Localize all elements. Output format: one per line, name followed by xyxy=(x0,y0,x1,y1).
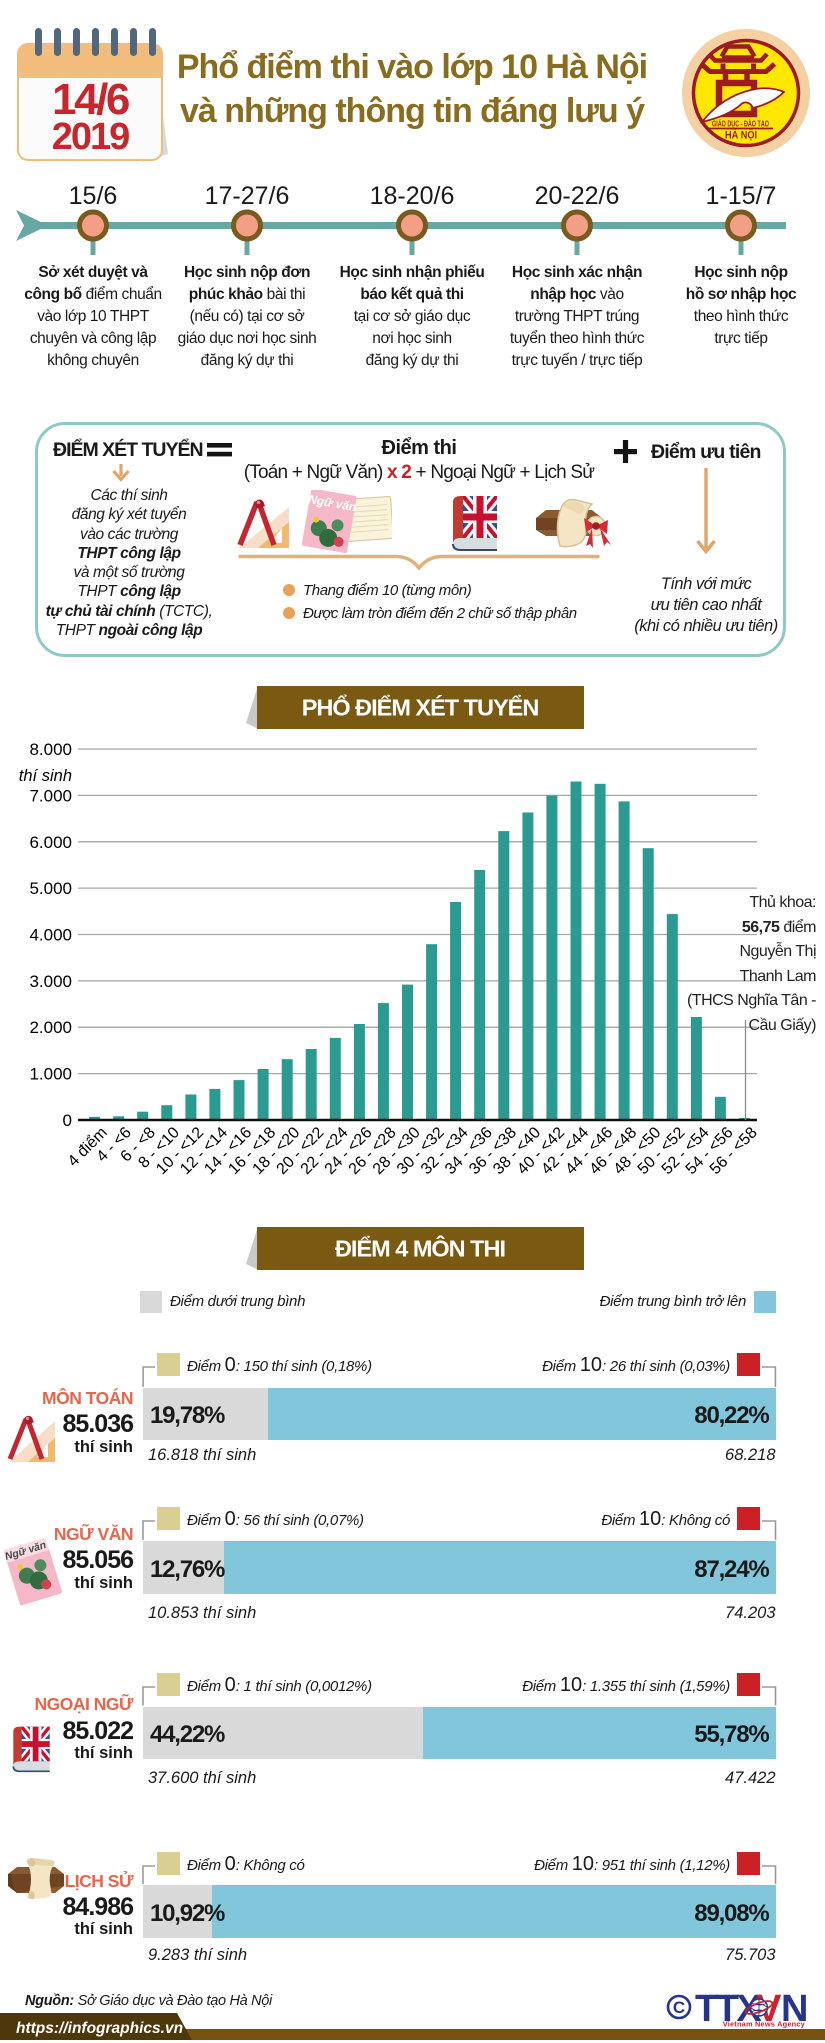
svg-text:HÀ NỘI: HÀ NỘI xyxy=(725,129,757,142)
svg-text:8.000: 8.000 xyxy=(29,740,72,759)
svg-text:PHỔ ĐIỂM XÉT TUYỂN: PHỔ ĐIỂM XÉT TUYỂN xyxy=(302,694,539,721)
svg-text:3.000: 3.000 xyxy=(29,972,72,991)
svg-text:https://infographics.vn: https://infographics.vn xyxy=(16,2020,183,2037)
svg-text:2.000: 2.000 xyxy=(29,1018,72,1037)
svg-text:ĐIỂM 4 MÔN THI: ĐIỂM 4 MÔN THI xyxy=(335,1235,505,1262)
svg-text:C: C xyxy=(673,1998,685,2017)
svg-text:0: 0 xyxy=(63,1111,72,1130)
svg-text:GIÁO DỤC - ĐÀO TẠO: GIÁO DỤC - ĐÀO TẠO xyxy=(712,119,769,129)
svg-text:2019: 2019 xyxy=(52,116,129,158)
svg-text:Vietnam News Agency: Vietnam News Agency xyxy=(723,2020,806,2029)
svg-text:4.000: 4.000 xyxy=(29,926,72,945)
svg-text:14/6: 14/6 xyxy=(52,75,129,124)
svg-text:1.000: 1.000 xyxy=(29,1065,72,1084)
svg-text:6.000: 6.000 xyxy=(29,833,72,852)
svg-text:N: N xyxy=(781,1988,806,2030)
svg-text:thí sinh: thí sinh xyxy=(19,767,72,785)
svg-text:7.000: 7.000 xyxy=(29,786,72,805)
svg-text:5.000: 5.000 xyxy=(29,879,72,898)
